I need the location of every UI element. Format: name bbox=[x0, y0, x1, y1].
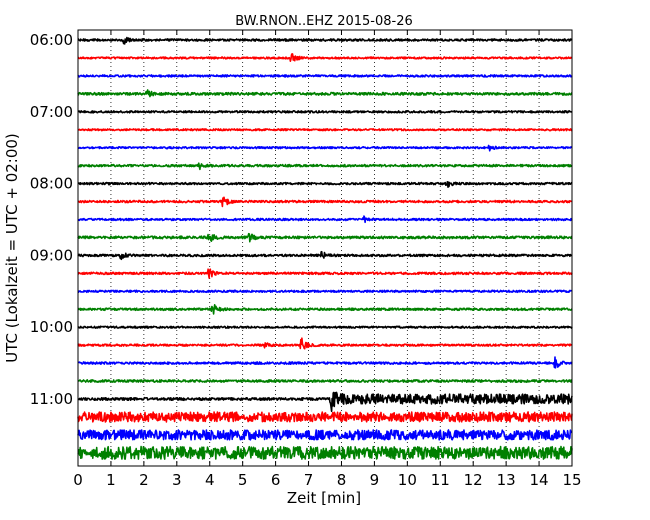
x-tick-label: 13 bbox=[497, 471, 516, 489]
x-tick-label: 2 bbox=[139, 471, 149, 489]
trace-0915 bbox=[77, 268, 573, 279]
trace-1000 bbox=[77, 325, 573, 329]
trace-0815 bbox=[77, 196, 573, 208]
trace-0600 bbox=[77, 36, 573, 45]
x-tick-label: 0 bbox=[73, 471, 83, 489]
x-tick-label: 14 bbox=[530, 471, 549, 489]
trace-1100 bbox=[77, 391, 573, 413]
trace-0830 bbox=[77, 215, 573, 224]
axis-ticks: 0 1 2 3 4 5 6 7 8 9 10 11 12 13 14 1506:0007:0008:0009:… bbox=[30, 30, 582, 489]
y-tick-label: 09:00 bbox=[30, 246, 73, 264]
y-tick-label: 11:00 bbox=[30, 390, 73, 408]
x-tick-label: 3 bbox=[172, 471, 182, 489]
x-tick-label: 15 bbox=[562, 471, 581, 489]
y-tick-label: 06:00 bbox=[30, 31, 73, 49]
trace-1130 bbox=[77, 429, 573, 441]
trace-0730 bbox=[77, 144, 573, 152]
trace-1015 bbox=[77, 337, 573, 350]
x-tick-label: 10 bbox=[398, 471, 417, 489]
grid-lines bbox=[110, 30, 540, 466]
plot-frame bbox=[77, 29, 573, 467]
trace-0645 bbox=[77, 89, 573, 98]
y-tick-label: 08:00 bbox=[30, 175, 73, 193]
trace-0745 bbox=[77, 162, 573, 171]
y-tick-label: 07:00 bbox=[30, 103, 73, 121]
trace-0715 bbox=[77, 128, 573, 132]
x-tick-label: 1 bbox=[106, 471, 116, 489]
trace-1030 bbox=[77, 356, 573, 369]
trace-1045 bbox=[77, 379, 573, 383]
x-tick-label: 11 bbox=[431, 471, 450, 489]
trace-0700 bbox=[77, 110, 573, 114]
x-tick-label: 6 bbox=[271, 471, 281, 489]
trace-0630 bbox=[77, 74, 573, 78]
traces bbox=[77, 36, 573, 460]
x-axis-label: Zeit [min] bbox=[287, 489, 361, 507]
x-tick-label: 8 bbox=[337, 471, 347, 489]
trace-1145 bbox=[77, 445, 573, 460]
y-axis-label: UTC (Lokalzeit = UTC + 02:00) bbox=[3, 133, 21, 363]
chart-title: BW.RNON..EHZ 2015-08-26 bbox=[235, 14, 413, 29]
x-tick-label: 9 bbox=[370, 471, 380, 489]
x-tick-label: 5 bbox=[238, 471, 248, 489]
trace-0615 bbox=[77, 53, 573, 62]
trace-1115 bbox=[77, 411, 573, 423]
trace-0945 bbox=[77, 304, 573, 315]
trace-0930 bbox=[77, 289, 573, 294]
y-tick-label: 10:00 bbox=[30, 318, 73, 336]
trace-0845 bbox=[77, 232, 573, 243]
x-tick-label: 12 bbox=[464, 471, 483, 489]
trace-0800 bbox=[77, 181, 573, 188]
x-tick-label: 7 bbox=[304, 471, 314, 489]
x-tick-label: 4 bbox=[205, 471, 215, 489]
trace-0900 bbox=[77, 250, 573, 261]
